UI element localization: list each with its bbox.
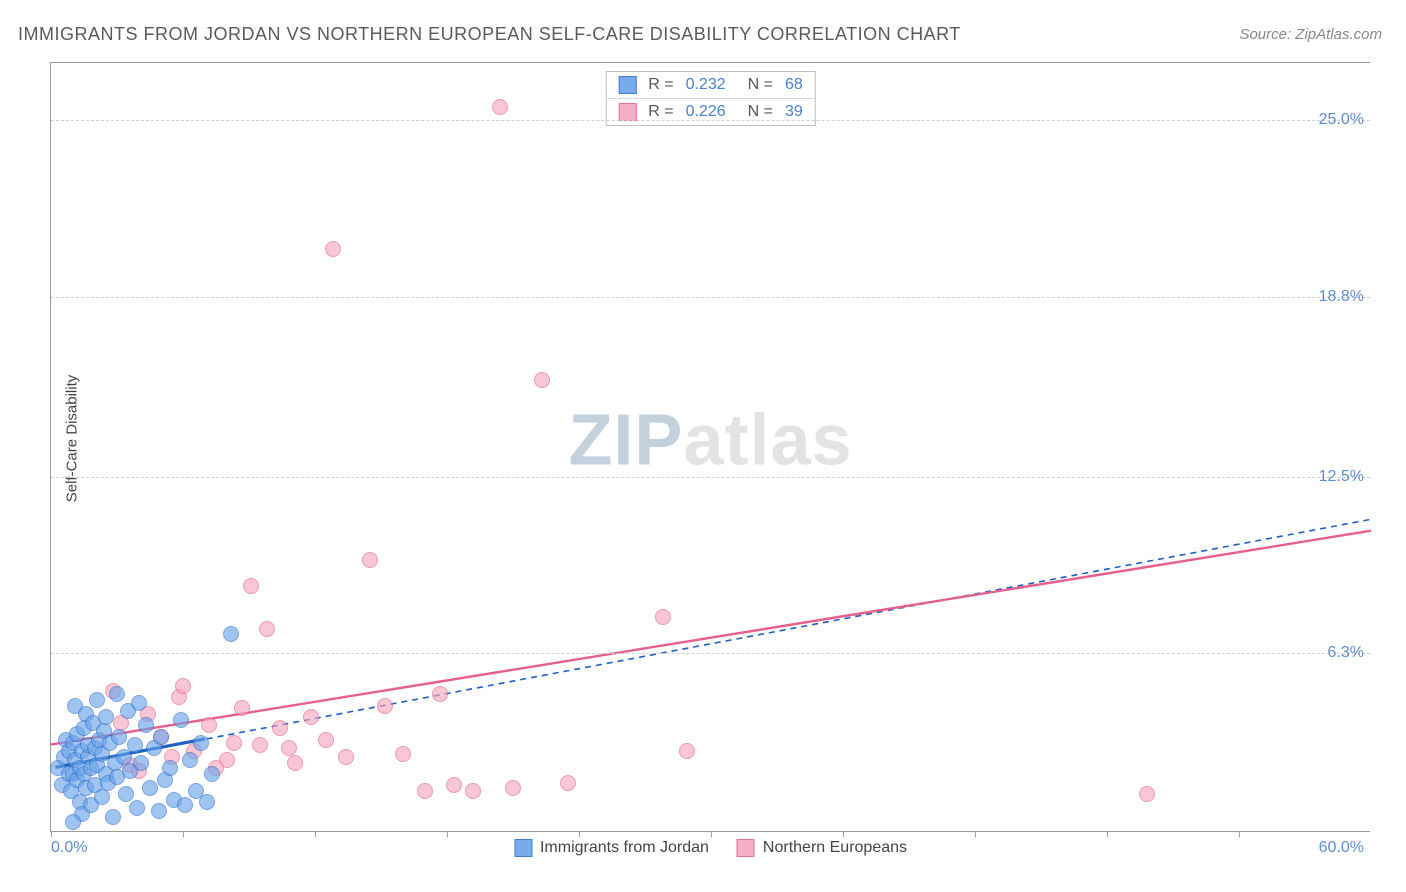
data-point-b bbox=[259, 621, 275, 637]
data-point-a bbox=[118, 786, 134, 802]
r-value-b: 0.226 bbox=[686, 103, 726, 121]
x-tick bbox=[711, 831, 712, 837]
data-point-a bbox=[193, 735, 209, 751]
gridline bbox=[51, 120, 1370, 121]
x-axis-max: 60.0% bbox=[1319, 839, 1364, 857]
data-point-a bbox=[111, 729, 127, 745]
data-point-a bbox=[177, 797, 193, 813]
y-tick-label: 12.5% bbox=[1319, 468, 1364, 486]
data-point-b bbox=[417, 783, 433, 799]
data-point-a bbox=[98, 709, 114, 725]
data-point-b bbox=[252, 737, 268, 753]
y-tick-label: 25.0% bbox=[1319, 111, 1364, 129]
data-point-b bbox=[226, 735, 242, 751]
data-point-b bbox=[534, 372, 550, 388]
x-tick bbox=[183, 831, 184, 837]
r-value-a: 0.232 bbox=[686, 76, 726, 94]
data-point-a bbox=[127, 737, 143, 753]
x-tick bbox=[1239, 831, 1240, 837]
data-point-b bbox=[281, 740, 297, 756]
data-point-b bbox=[377, 698, 393, 714]
legend-item-a: Immigrants from Jordan bbox=[514, 839, 709, 857]
data-point-b bbox=[492, 99, 508, 115]
x-tick bbox=[315, 831, 316, 837]
data-point-b bbox=[303, 709, 319, 725]
data-point-a bbox=[89, 692, 105, 708]
plot-svg bbox=[51, 63, 1370, 831]
data-point-a bbox=[133, 755, 149, 771]
n-value-b: 39 bbox=[785, 103, 803, 121]
data-point-b bbox=[679, 743, 695, 759]
scatter-chart: ZIPatlas R = 0.232 N = 68 R = 0.226 N = … bbox=[50, 62, 1370, 832]
x-tick bbox=[843, 831, 844, 837]
x-tick bbox=[51, 831, 52, 837]
x-tick bbox=[1107, 831, 1108, 837]
data-point-b bbox=[325, 241, 341, 257]
data-point-a bbox=[109, 686, 125, 702]
gridline bbox=[51, 653, 1370, 654]
bottom-legend: Immigrants from Jordan Northern European… bbox=[514, 839, 907, 857]
n-label: N = bbox=[748, 76, 773, 94]
data-point-b bbox=[175, 678, 191, 694]
stats-legend-box: R = 0.232 N = 68 R = 0.226 N = 39 bbox=[605, 71, 816, 126]
data-point-a bbox=[131, 695, 147, 711]
data-point-b bbox=[338, 749, 354, 765]
data-point-a bbox=[138, 717, 154, 733]
data-point-a bbox=[223, 626, 239, 642]
data-point-a bbox=[182, 752, 198, 768]
data-point-b bbox=[243, 578, 259, 594]
data-point-a bbox=[129, 800, 145, 816]
data-point-b bbox=[432, 686, 448, 702]
x-tick bbox=[975, 831, 976, 837]
swatch-icon bbox=[737, 839, 755, 857]
gridline bbox=[51, 297, 1370, 298]
stats-row-series-a: R = 0.232 N = 68 bbox=[606, 72, 815, 98]
x-axis-min: 0.0% bbox=[51, 839, 87, 857]
data-point-a bbox=[162, 760, 178, 776]
data-point-b bbox=[1139, 786, 1155, 802]
swatch-series-a bbox=[618, 76, 636, 94]
data-point-a bbox=[65, 814, 81, 830]
n-value-a: 68 bbox=[785, 76, 803, 94]
r-label: R = bbox=[648, 103, 673, 121]
data-point-a bbox=[94, 789, 110, 805]
data-point-b bbox=[234, 700, 250, 716]
x-tick bbox=[579, 831, 580, 837]
data-point-b bbox=[201, 717, 217, 733]
data-point-a bbox=[204, 766, 220, 782]
x-tick bbox=[447, 831, 448, 837]
gridline bbox=[51, 477, 1370, 478]
data-point-a bbox=[151, 803, 167, 819]
swatch-series-b bbox=[618, 103, 636, 121]
y-tick-label: 6.3% bbox=[1328, 644, 1364, 662]
legend-label-b: Northern Europeans bbox=[763, 839, 907, 857]
data-point-a bbox=[105, 809, 121, 825]
r-label: R = bbox=[648, 76, 673, 94]
data-point-b bbox=[465, 783, 481, 799]
y-tick-label: 18.8% bbox=[1319, 288, 1364, 306]
n-label: N = bbox=[748, 103, 773, 121]
data-point-b bbox=[560, 775, 576, 791]
data-point-b bbox=[505, 780, 521, 796]
data-point-b bbox=[446, 777, 462, 793]
data-point-a bbox=[199, 794, 215, 810]
data-point-b bbox=[395, 746, 411, 762]
legend-item-b: Northern Europeans bbox=[737, 839, 907, 857]
data-point-b bbox=[272, 720, 288, 736]
data-point-a bbox=[173, 712, 189, 728]
legend-label-a: Immigrants from Jordan bbox=[540, 839, 709, 857]
data-point-b bbox=[287, 755, 303, 771]
source-attribution: Source: ZipAtlas.com bbox=[1239, 26, 1382, 43]
data-point-a bbox=[153, 729, 169, 745]
swatch-icon bbox=[514, 839, 532, 857]
data-point-b bbox=[318, 732, 334, 748]
data-point-b bbox=[655, 609, 671, 625]
chart-title: IMMIGRANTS FROM JORDAN VS NORTHERN EUROP… bbox=[18, 24, 961, 45]
data-point-a bbox=[142, 780, 158, 796]
data-point-b bbox=[362, 552, 378, 568]
